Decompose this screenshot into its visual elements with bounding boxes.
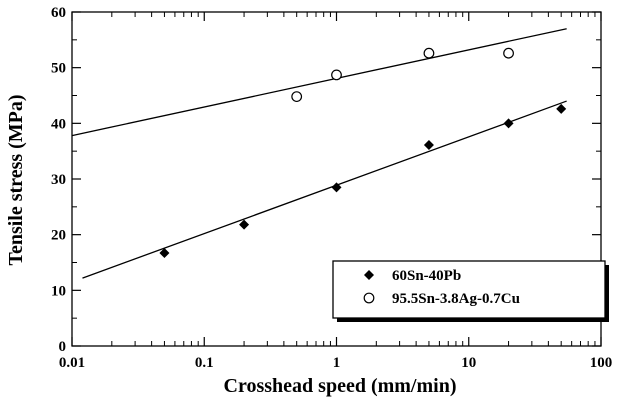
y-tick-label: 20 xyxy=(51,228,66,244)
x-tick-label: 10 xyxy=(461,355,476,371)
legend-label-series-1: 60Sn-40Pb xyxy=(392,268,461,284)
legend: 60Sn-40Pb 95.5Sn-3.8Ag-0.7Cu xyxy=(332,260,609,322)
x-tick-label: 0.1 xyxy=(195,355,214,371)
data-point-series-1 xyxy=(503,118,514,129)
y-tick-label: 0 xyxy=(59,339,67,355)
x-axis-title: Crosshead speed (mm/min) xyxy=(224,375,457,397)
legend-box xyxy=(332,260,606,319)
data-point-series-1 xyxy=(239,219,250,230)
fit-line-series-1 xyxy=(82,100,567,279)
legend-circle-marker xyxy=(363,292,375,304)
data-point-series-1 xyxy=(331,182,342,193)
data-point-series-2 xyxy=(331,69,342,81)
data-point-series-1 xyxy=(423,140,434,151)
x-tick-label: 100 xyxy=(590,355,613,371)
data-point-series-2 xyxy=(503,47,514,59)
data-point-series-1 xyxy=(556,103,567,114)
data-point-series-2 xyxy=(423,47,435,59)
y-tick-label: 40 xyxy=(51,116,66,132)
data-point-series-1 xyxy=(159,248,170,259)
y-tick-label: 50 xyxy=(51,61,66,77)
x-tick-label: 1 xyxy=(333,355,341,371)
legend-diamond-marker xyxy=(364,270,374,280)
y-tick-label: 10 xyxy=(51,283,66,299)
y-tick-label: 30 xyxy=(51,172,66,188)
data-point-series-2 xyxy=(291,91,303,103)
legend-label-series-2: 95.5Sn-3.8Ag-0.7Cu xyxy=(392,291,520,307)
y-axis-title: Tensile stress (MPa) xyxy=(5,94,27,265)
x-tick-label: 0.01 xyxy=(59,355,85,371)
fit-line-series-2 xyxy=(71,28,567,137)
y-tick-label: 60 xyxy=(51,5,66,21)
